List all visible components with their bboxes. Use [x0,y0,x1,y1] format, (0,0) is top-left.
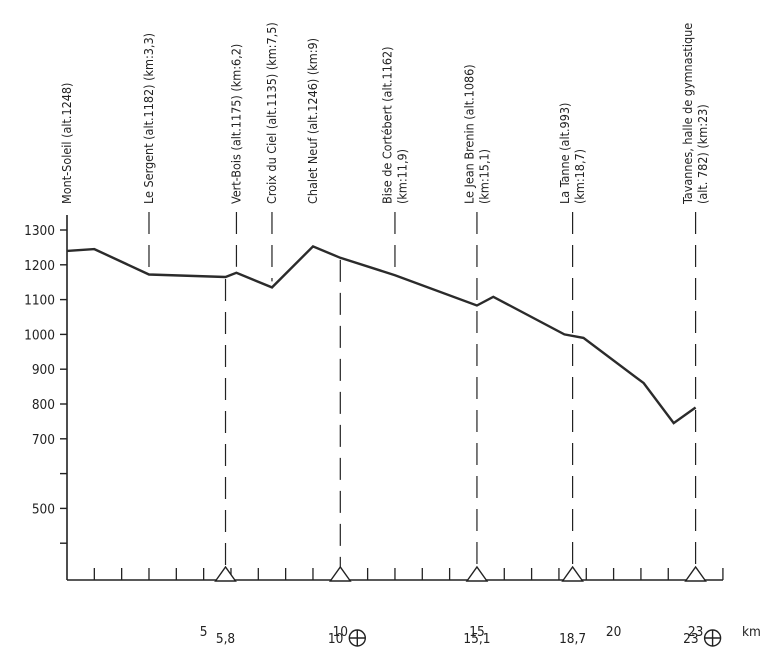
y-tick-label: 1100 [24,293,55,309]
marker-triangle [561,565,584,582]
x-tick-label: 23 [688,624,703,640]
waypoint-label: (km:18,7) [572,149,587,204]
marker-triangle [465,565,489,582]
waypoint-label: Mont-Soleil (alt.1248) [59,83,74,204]
marker-value-label: 10 [328,631,343,647]
waypoint-label: Bise de Cortébert (alt.1162) [380,46,395,204]
crosshair-circle-icon [348,629,366,647]
waypoint-label: Le Sergent (alt.1182) (km:3,3) [141,33,156,204]
waypoint-label: Croix du Ciel (alt.1135) (km:7,5) [264,22,279,204]
axes: km [66,215,761,640]
marker-value-label: 18,7 [559,631,586,647]
marker-value-label: 15,1 [463,631,490,647]
markers: 5,8 10 15,1 18,7 23 [214,565,722,647]
marker-triangle [684,565,707,582]
y-tick-label: 1000 [24,327,55,343]
ticks: 1300 1200 1100 1000 900 800 700 500 5 10 15 20 23 [24,223,724,640]
x-tick-label: 15 [469,624,484,640]
waypoint-label: (alt. 782) (km:23) [695,104,710,204]
x-tick-label: 20 [606,624,621,640]
x-tick-label: 5 [200,624,208,640]
y-tick-label: 500 [32,501,55,517]
waypoint-label: Chalet Neuf (alt.1246) (km:9) [305,38,320,204]
waypoint-label: Le Jean Brenin (alt.1086) [461,64,476,204]
crosshair-circle-icon [703,629,722,647]
y-tick-label: 1200 [24,258,55,274]
guide-lines [148,212,697,580]
waypoint-label: (km:15,1) [476,149,491,204]
y-tick-label: 1300 [24,223,55,239]
marker-triangle [214,565,237,582]
profile [66,244,697,425]
waypoint-label: La Tanne (alt.993) [557,103,572,204]
y-tick-label: 800 [32,397,55,413]
marker-triangle [328,565,352,582]
y-tick-label: 700 [32,432,55,448]
elevation-line [66,244,697,425]
marker-value-label: 23 [683,631,698,647]
waypoint-label: Vert-Bois (alt.1175) (km:6,2) [228,44,243,204]
x-tick-label: 10 [333,624,348,640]
marker-value-label: 5,8 [216,631,235,647]
waypoint-label: Tavannes, halle de gymnastique [680,23,695,205]
waypoint-label: (km:11,9) [395,149,410,204]
x-axis-unit-label: km [742,624,761,640]
y-tick-label: 900 [32,362,55,378]
waypoint-labels: Mont-Soleil (alt.1248) Le Sergent (alt.11… [59,22,710,205]
